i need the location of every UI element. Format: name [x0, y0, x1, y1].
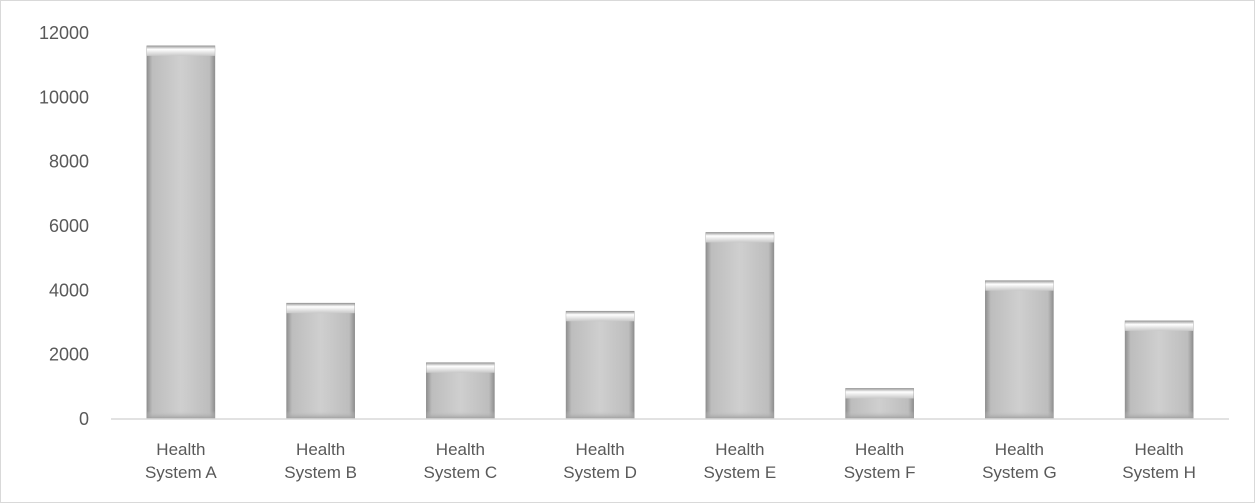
- x-tick-label: Health: [156, 440, 205, 459]
- bar-cap: [845, 388, 914, 399]
- bar-base: [845, 411, 914, 419]
- bar-base: [985, 411, 1054, 419]
- y-tick-label: 4000: [49, 280, 89, 300]
- y-tick-label: 0: [79, 409, 89, 429]
- bar-body: [565, 310, 635, 420]
- x-tick-label: System B: [284, 463, 357, 482]
- bar-body: [146, 45, 216, 420]
- bar-body: [705, 232, 775, 420]
- y-tick-label: 2000: [49, 345, 89, 365]
- x-tick-label: Health: [995, 440, 1044, 459]
- bar: [146, 45, 216, 420]
- bar: [845, 388, 914, 420]
- bar-cap: [566, 311, 635, 322]
- bar-cap: [705, 232, 774, 243]
- x-tick-label: System C: [424, 463, 498, 482]
- bar-base: [705, 411, 774, 419]
- bar: [286, 302, 355, 420]
- bar-cap: [146, 45, 215, 56]
- x-tick-label: System E: [704, 463, 777, 482]
- bar-base: [146, 411, 215, 419]
- bar-base: [286, 411, 355, 419]
- bar-base: [1125, 411, 1194, 419]
- y-tick-label: 6000: [49, 216, 89, 236]
- x-tick-label: System F: [844, 463, 916, 482]
- bar-body: [1124, 320, 1194, 420]
- bar-cap: [286, 303, 355, 314]
- x-tick-label: Health: [855, 440, 904, 459]
- bar-body: [985, 280, 1054, 420]
- x-tick-label: System A: [145, 463, 217, 482]
- bar-base: [566, 411, 635, 419]
- bar: [565, 310, 635, 420]
- bar-base: [426, 411, 495, 419]
- y-tick-label: 8000: [49, 152, 89, 172]
- y-axis-ticks: 0 2000 4000 6000 8000 10000 12000: [39, 23, 89, 429]
- x-tick-label: Health: [715, 440, 764, 459]
- bar-cap: [985, 280, 1054, 291]
- x-tick-label: System H: [1122, 463, 1196, 482]
- bar: [1124, 320, 1194, 420]
- x-axis-labels: Health System A Health System B Health System…: [145, 440, 1196, 482]
- x-tick-label: Health: [436, 440, 485, 459]
- bar: [426, 362, 495, 420]
- bars: [146, 45, 1194, 420]
- bar-body: [286, 302, 355, 420]
- bar: [705, 232, 775, 420]
- y-tick-label: 10000: [39, 87, 89, 107]
- bar-cap: [1125, 320, 1194, 331]
- x-tick-label: Health: [576, 440, 625, 459]
- y-tick-label: 12000: [39, 23, 89, 43]
- x-tick-label: Health: [296, 440, 345, 459]
- bar: [985, 280, 1054, 420]
- x-tick-label: Health: [1135, 440, 1184, 459]
- bar-cap: [426, 362, 495, 373]
- x-tick-label: System D: [563, 463, 637, 482]
- x-tick-label: System G: [982, 463, 1057, 482]
